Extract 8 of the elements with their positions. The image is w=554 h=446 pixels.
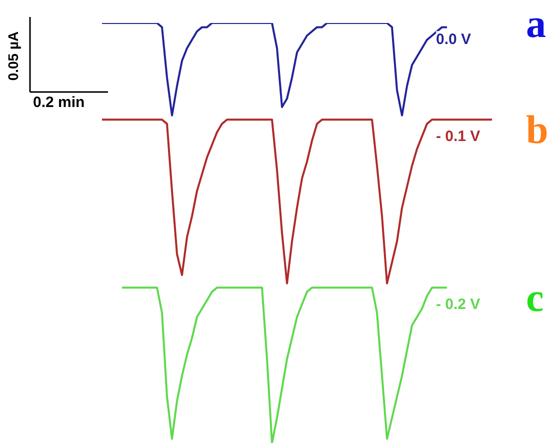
series-label: 0.0 V [436,31,472,48]
text: b [526,107,548,152]
text: c [526,275,544,320]
series-label: - 0.2 V [436,296,480,313]
text: 0.05 µA [5,31,21,81]
series-label: - 0.1 V [436,128,480,145]
text: a [526,1,546,46]
text: 0.2 min [33,94,85,111]
